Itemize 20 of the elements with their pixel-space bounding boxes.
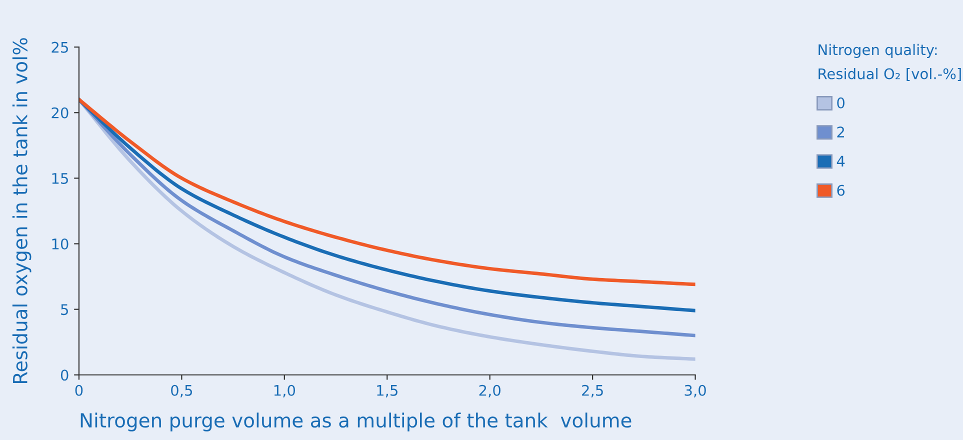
x-tick-label: 1,5 <box>377 385 398 398</box>
y-tick-label: 20 <box>52 107 68 118</box>
x-tick-label: 2,5 <box>582 384 603 398</box>
y-tick-label: 15 <box>52 173 68 184</box>
x-tick-label: 0 <box>75 384 83 396</box>
x-tick-label: 0,5 <box>171 384 192 398</box>
y-tick-label: 10 <box>52 238 68 250</box>
y-tick-label: 0 <box>60 370 68 381</box>
legend-title: Nitrogen quality: Residual O₂ [vol.-%] <box>818 44 961 82</box>
legend-label: 2 <box>837 126 844 138</box>
legend-label: 4 <box>836 156 845 167</box>
x-tick-label: 2,0 <box>479 384 500 398</box>
y-tick-label: 25 <box>52 42 68 53</box>
legend-label: 6 <box>837 184 845 196</box>
x-tick-label: 1,0 <box>274 384 296 398</box>
legend-label: 0 <box>837 97 844 108</box>
x-axis-title: Nitrogen purge volume as a multiple of the tank volume <box>80 412 632 432</box>
y-tick-label: 5 <box>61 304 68 316</box>
y-axis-title: Residual oxygen in the tank in vol% <box>12 38 32 384</box>
x-tick-label: 3,0 <box>684 384 706 398</box>
